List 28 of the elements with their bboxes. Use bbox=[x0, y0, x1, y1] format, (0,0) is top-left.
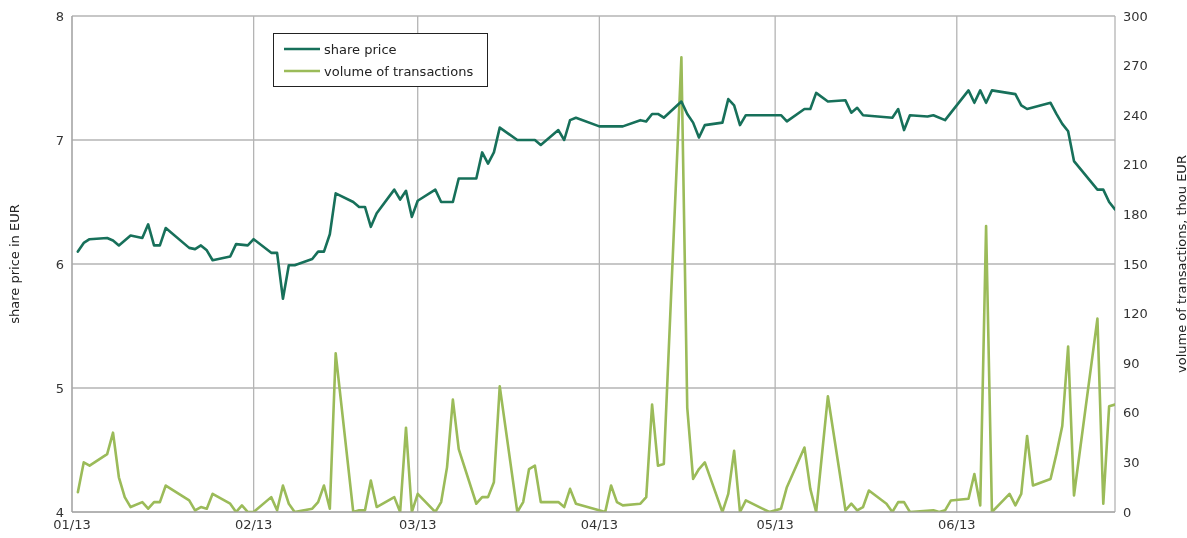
x-tick-label: 06/13 bbox=[938, 517, 976, 533]
y2-tick-label: 210 bbox=[1123, 157, 1148, 173]
y2-tick-label: 270 bbox=[1123, 58, 1148, 74]
y2-tick-label: 240 bbox=[1123, 107, 1148, 123]
y2-tick-label: 150 bbox=[1123, 256, 1148, 272]
x-tick-label: 05/13 bbox=[756, 517, 794, 533]
y2-tick-label: 300 bbox=[1123, 8, 1148, 24]
x-tick-label: 02/13 bbox=[234, 517, 273, 533]
y-tick-label: 6 bbox=[55, 256, 64, 272]
y-axis-title: share price in EUR bbox=[6, 204, 22, 324]
y-tick-label: 4 bbox=[55, 504, 64, 520]
y-tick-label: 8 bbox=[55, 8, 64, 24]
y2-tick-label: 180 bbox=[1123, 207, 1148, 223]
y2-axis-title: volume of transactions, thou EUR bbox=[1173, 155, 1187, 373]
y2-tick-label: 120 bbox=[1123, 306, 1148, 322]
legend-label: share price bbox=[324, 41, 397, 57]
line-series bbox=[76, 89, 1115, 301]
y2-tick-label: 0 bbox=[1123, 504, 1132, 520]
y2-tick-label: 90 bbox=[1123, 355, 1140, 371]
y2-tick-label: 30 bbox=[1123, 455, 1140, 471]
y-tick-label: 5 bbox=[55, 380, 64, 396]
y2-tick-label: 60 bbox=[1123, 405, 1140, 421]
x-tick-label: 01/13 bbox=[53, 517, 91, 533]
y-tick-label: 7 bbox=[55, 132, 64, 148]
x-tick-label: 04/13 bbox=[580, 517, 619, 533]
legend-label: volume of transactions bbox=[324, 63, 474, 79]
line-series bbox=[76, 56, 1115, 512]
x-tick-label: 03/13 bbox=[398, 517, 437, 533]
